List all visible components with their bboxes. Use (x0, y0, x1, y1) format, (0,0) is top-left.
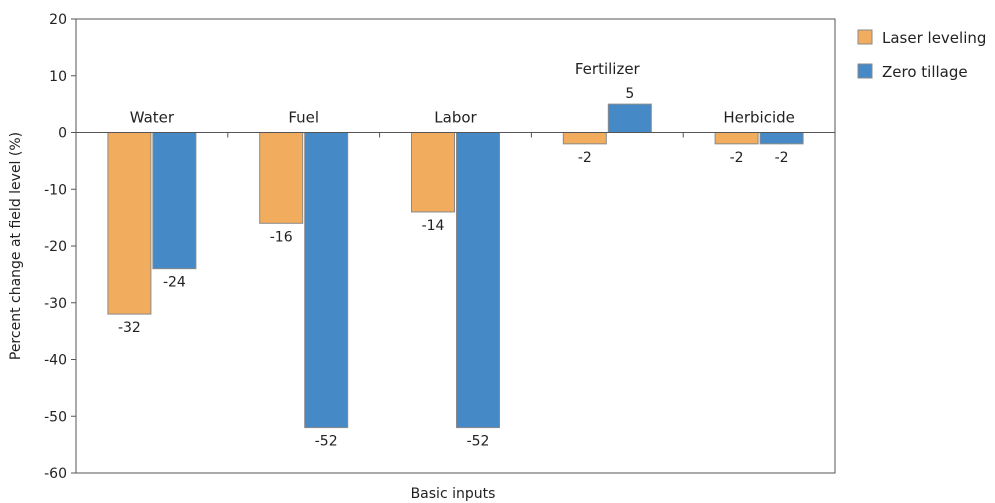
data-label: 5 (625, 86, 634, 102)
category-label: Fuel (288, 109, 319, 127)
x-axis-title: Basic inputs (411, 486, 496, 502)
bar-laser-leveling-fuel (259, 132, 304, 224)
bar-zero-tillage-herbicide (759, 132, 804, 145)
bar-zero-tillage-labor (456, 132, 500, 429)
y-tick-label: 0 (58, 126, 67, 142)
bar-zero-tillage-fuel (304, 132, 349, 429)
bar-laser-leveling-water (107, 132, 152, 315)
y-tick-label: -30 (44, 296, 67, 312)
bar-zero-tillage-water (152, 132, 197, 270)
bar-laser-leveling-fertilizer (562, 132, 607, 145)
data-label: -2 (578, 150, 592, 166)
y-tick-label: -40 (44, 353, 67, 369)
legend-label: Zero tillage (882, 63, 968, 81)
data-label: -52 (315, 434, 338, 450)
category-label: Herbicide (723, 109, 795, 127)
data-label: -32 (118, 320, 141, 336)
legend-swatch (857, 29, 873, 45)
category-label: Fertilizer (575, 60, 641, 78)
bar-laser-leveling-labor (411, 132, 455, 213)
category-label: Water (130, 109, 175, 127)
y-tick-label: -10 (44, 182, 67, 198)
y-tick-label: 10 (49, 69, 67, 85)
y-tick-label: -20 (44, 239, 67, 255)
legend: Laser leveling Zero tillage (857, 29, 986, 81)
data-label: -16 (270, 229, 293, 245)
category-label: Labor (434, 109, 477, 127)
y-tick-label: -50 (44, 409, 67, 425)
data-label: -24 (163, 275, 186, 291)
bar-laser-leveling-herbicide (714, 132, 759, 145)
legend-label: Laser leveling (882, 29, 986, 47)
data-label: -2 (775, 150, 789, 166)
y-tick-label: -60 (44, 466, 67, 482)
plot-area: 20 10 0 -10 -20 -30 -40 -50 -60 -32 -16 -14 -2 -2 -24 -… (44, 12, 836, 482)
bar-zero-tillage-fertilizer (607, 103, 652, 133)
y-axis-title: Percent change at field level (%) (8, 132, 24, 360)
data-label: -14 (422, 218, 445, 234)
legend-swatch (857, 63, 873, 79)
data-label: -52 (467, 434, 490, 450)
y-tick-label: 20 (49, 12, 67, 28)
data-label: -2 (730, 150, 744, 166)
